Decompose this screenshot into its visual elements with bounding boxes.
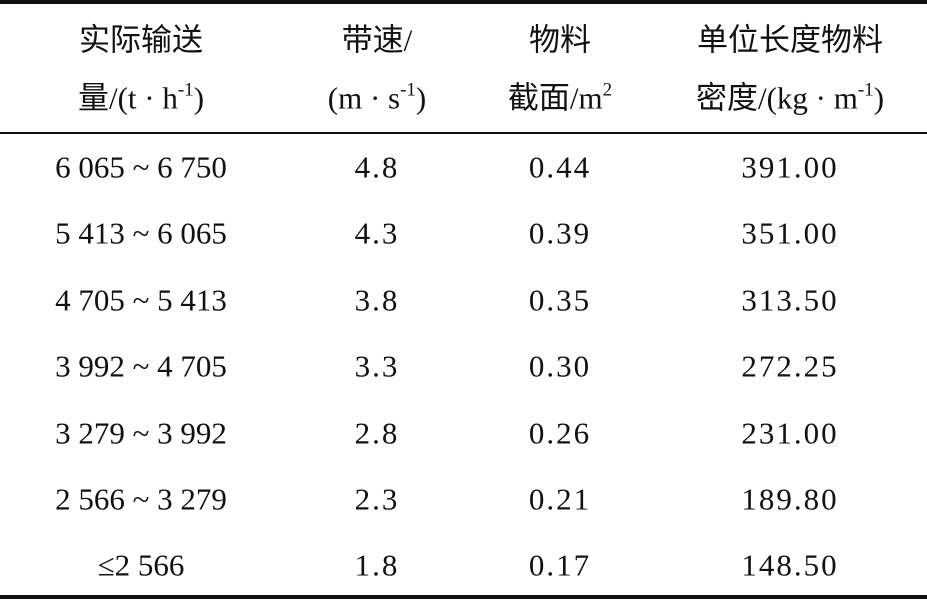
header-line2-sup: 2 [602,79,613,101]
table-cell: 0.26 [528,415,592,451]
header-line1: 单位长度物料 [697,22,883,58]
header-line2-sup: -1 [400,79,416,101]
table-cell: 3.8 [354,282,400,318]
table-cell: 2.3 [354,481,400,517]
table-cell: 2 566 ~ 3 279 [55,481,227,517]
header-line2-pre: 密度/(kg · m [695,80,858,116]
header-line2: (m · s-1) [327,79,427,116]
table-cell: 5 413 ~ 6 065 [55,215,227,251]
header-rule [0,132,927,134]
table-cell: 2.8 [354,415,400,451]
header-line2-sup: -1 [177,79,194,101]
table-cell: 0.17 [528,547,592,583]
table-cell: 272.25 [741,348,839,384]
table-cell: 4.8 [354,149,400,185]
header-line2: 截面/m2 [507,79,613,116]
header-line2-pre: (m · s [327,80,401,116]
header-line2-pre: 量/(t · h [77,80,178,116]
bottom-rule [0,595,927,599]
table-cell: 148.50 [741,547,839,583]
header-line2-post: ) [873,80,885,116]
header-line1: 实际输送 [79,22,203,58]
table-cell: 231.00 [741,415,839,451]
table-cell: 3 279 ~ 3 992 [55,415,227,451]
table-cell: 4.3 [354,215,400,251]
header-line1: 带速/ [341,22,413,58]
table-cell: 0.35 [528,282,592,318]
table-cell: 189.80 [741,481,839,517]
header-line2-post: ) [415,80,427,116]
header-line2-sup: -1 [857,79,874,101]
table-cell: ≤2 566 [97,547,185,583]
table-cell: 0.30 [528,348,592,384]
header-line2: 密度/(kg · m-1) [695,79,885,116]
table-cell: 313.50 [741,282,839,318]
table-cell: 0.44 [528,149,592,185]
table-cell: 391.00 [741,149,839,185]
table-cell: 3 992 ~ 4 705 [55,348,227,384]
table-cell: 0.39 [528,215,592,251]
header-line2: 量/(t · h-1) [77,79,205,116]
header-line1: 物料 [529,22,591,58]
table-cell: 3.3 [354,348,400,384]
table-cell: 351.00 [741,215,839,251]
table-cell: 0.21 [528,481,592,517]
header-line2-pre: 截面/m [507,80,603,116]
table-cell: 4 705 ~ 5 413 [55,282,227,318]
header-line2-post: ) [193,80,205,116]
top-rule [0,0,927,4]
table-cell: 6 065 ~ 6 750 [55,149,227,185]
table-cell: 1.8 [354,547,400,583]
